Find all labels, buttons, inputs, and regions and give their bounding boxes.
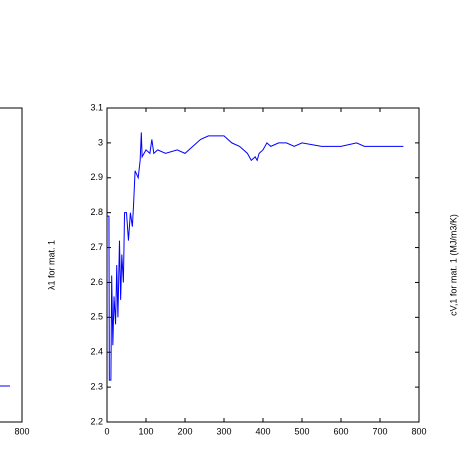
x-tick-label: 800	[411, 426, 426, 436]
y-tick-label: 2.3	[90, 381, 103, 391]
data-line	[107, 132, 404, 381]
y-tick-label: 2.9	[90, 172, 103, 182]
y-tick-label: 2.4	[90, 347, 103, 357]
y-tick-label: 2.5	[90, 312, 103, 322]
left-axes-fragment	[0, 107, 23, 423]
x-tick-label: 200	[177, 426, 192, 436]
x-tick-label: 600	[333, 426, 348, 436]
x-tick-label: 300	[216, 426, 231, 436]
x-tick-label: 100	[138, 426, 153, 436]
x-tick-label: 400	[255, 426, 270, 436]
y2-axis-label: cV,1 for mat. 1 (MJ/m3/K)	[448, 214, 458, 316]
x-tick-label: 700	[372, 426, 387, 436]
y-tick-label: 2.7	[90, 242, 103, 252]
x-tick-label: 0	[104, 426, 109, 436]
x-tick-label: 800	[14, 426, 29, 436]
y-tick-label: 3.1	[90, 102, 103, 112]
y-axis-label: λ1 for mat. 1	[46, 240, 56, 290]
y-tick-label: 2.6	[90, 277, 103, 287]
x-tick-label: 500	[294, 426, 309, 436]
y-tick-label: 2.2	[90, 416, 103, 426]
y-tick-label: 2.8	[90, 207, 103, 217]
y-tick-label: 3	[98, 137, 103, 147]
